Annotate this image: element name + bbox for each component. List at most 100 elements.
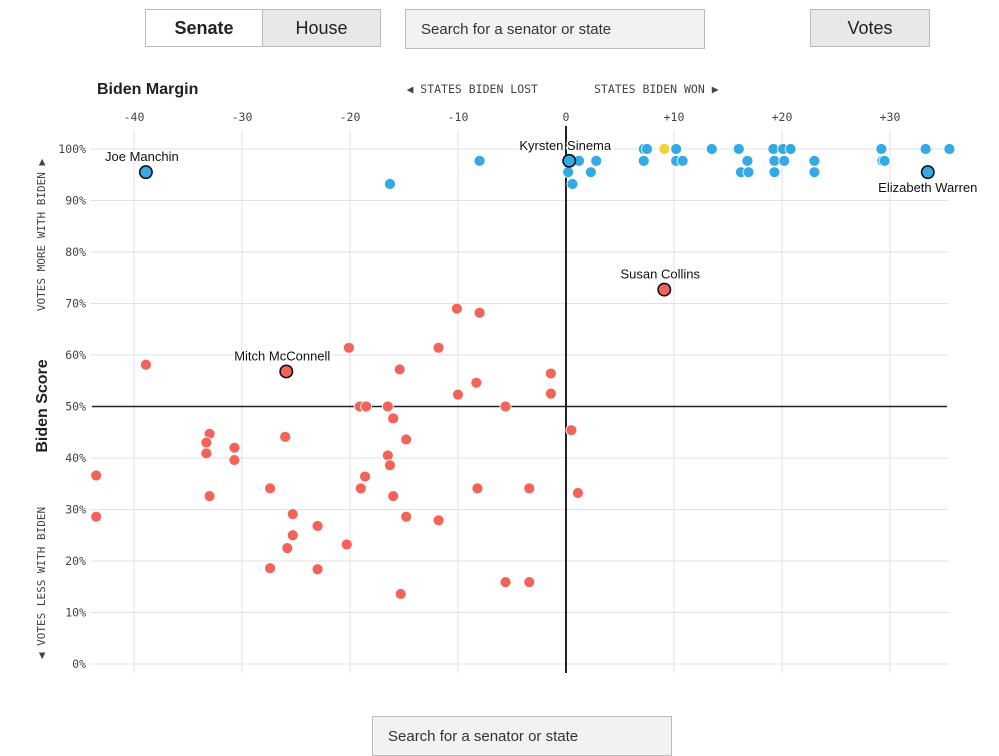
senator-point [768,166,781,179]
senator-point [281,542,294,555]
x-tick-label: 0 [563,110,570,124]
y-tick-label: 30% [65,503,86,517]
senator-point [499,400,512,413]
y-axis-title: Biden Score [34,359,51,452]
points-layer [90,143,956,600]
senator-point [705,143,718,155]
x-direction-left: ◀ STATES BIDEN LOST [406,82,538,96]
senator-point [286,508,299,521]
y-tick-label: 0% [72,657,86,671]
senator-point [279,430,292,443]
label-layer: Joe Manchin Kyrsten Sinema Elizabeth Warre… [104,136,979,365]
senator-point [343,341,355,354]
grid-layer [90,130,948,673]
senator-point [393,363,406,376]
x-tick-label: +30 [880,110,901,124]
senator-point [499,576,512,589]
tab-house[interactable]: House [263,9,381,47]
x-tick-label: +20 [772,110,793,124]
x-direction-right: STATES BIDEN WON ▶ [594,82,719,96]
senator-point [400,510,413,523]
y-tick-label: 20% [65,554,86,568]
senator-point [340,538,353,551]
tab-senate[interactable]: Senate [145,9,263,47]
y-tick-label: 70% [65,297,86,311]
senator-point [452,388,464,401]
y-tick-label: 60% [65,348,86,362]
x-axis-title: Biden Margin [97,81,198,98]
senator-point [394,588,407,600]
senator-point [451,302,463,315]
senator-label: Kyrsten Sinema [519,138,612,153]
senator-point [470,376,483,389]
search-input-top[interactable]: Search for a senator or state [405,9,705,49]
votes-button[interactable]: Votes [810,9,930,47]
y-tick-label: 50% [65,400,86,414]
x-tick-label: -40 [124,110,145,124]
highlighted-senator-point [562,153,577,168]
senator-point [384,459,396,472]
senator-point [203,490,216,503]
senator-point [742,166,755,179]
senator-point [381,449,394,462]
senator-point [200,447,213,460]
senator-point [943,143,956,155]
senator-point [228,441,241,454]
senator-point [264,482,276,495]
y-direction-bottom: ◀ VOTES LESS WITH BIDEN [35,507,48,659]
senator-point [584,166,597,179]
senator-point [90,510,103,523]
senator-point [523,576,536,589]
highlighted-senator-point [279,364,294,379]
senator-point [637,154,650,167]
highlighted-senator-point [657,282,672,297]
senator-point [565,424,578,437]
senator-point [311,520,324,532]
y-tick-label: 10% [65,606,86,620]
y-tick-label: 100% [58,142,86,156]
senator-point [432,341,445,354]
senator-point [658,143,671,155]
senator-point [676,154,689,167]
senator-point [387,412,400,425]
senator-point [544,367,557,380]
senator-point [311,563,324,576]
senator-label: Mitch McConnell [234,348,330,363]
x-tick-label: -20 [340,110,361,124]
senator-point [732,143,745,155]
senator-label: Joe Manchin [105,149,179,164]
senator-point [228,454,241,466]
senator-point [641,143,653,155]
highlighted-senator-point [138,165,153,180]
y-tick-label: 80% [65,245,86,259]
senator-point [875,143,888,155]
senator-point [919,143,932,155]
highlighted-senator-point [920,165,935,180]
x-tick-label: -10 [448,110,469,124]
senator-point [384,178,396,190]
senator-point [523,482,536,495]
senator-point [471,482,484,495]
senator-point [432,514,445,527]
chamber-toggle: Senate House [145,9,381,47]
senator-point [808,154,821,167]
senator-point [808,166,821,179]
senator-label: Elizabeth Warren [878,180,977,195]
y-tick-label: 40% [65,451,86,465]
y-tick-label: 90% [65,194,86,208]
senator-point [139,358,152,371]
senator-point [359,470,372,483]
senator-point [571,487,584,499]
x-tick-label: -30 [232,110,253,124]
senator-point [264,562,276,575]
senator-point [670,143,683,155]
senator-point [544,387,557,400]
senator-point [200,436,213,449]
senator-point [473,154,486,167]
senator-point [354,482,367,495]
x-tick-label: +10 [664,110,685,124]
senator-point [387,490,400,503]
axis-layer: Biden Margin ◀ STATES BIDEN LOST STATES … [34,81,947,673]
senator-point [473,306,486,319]
